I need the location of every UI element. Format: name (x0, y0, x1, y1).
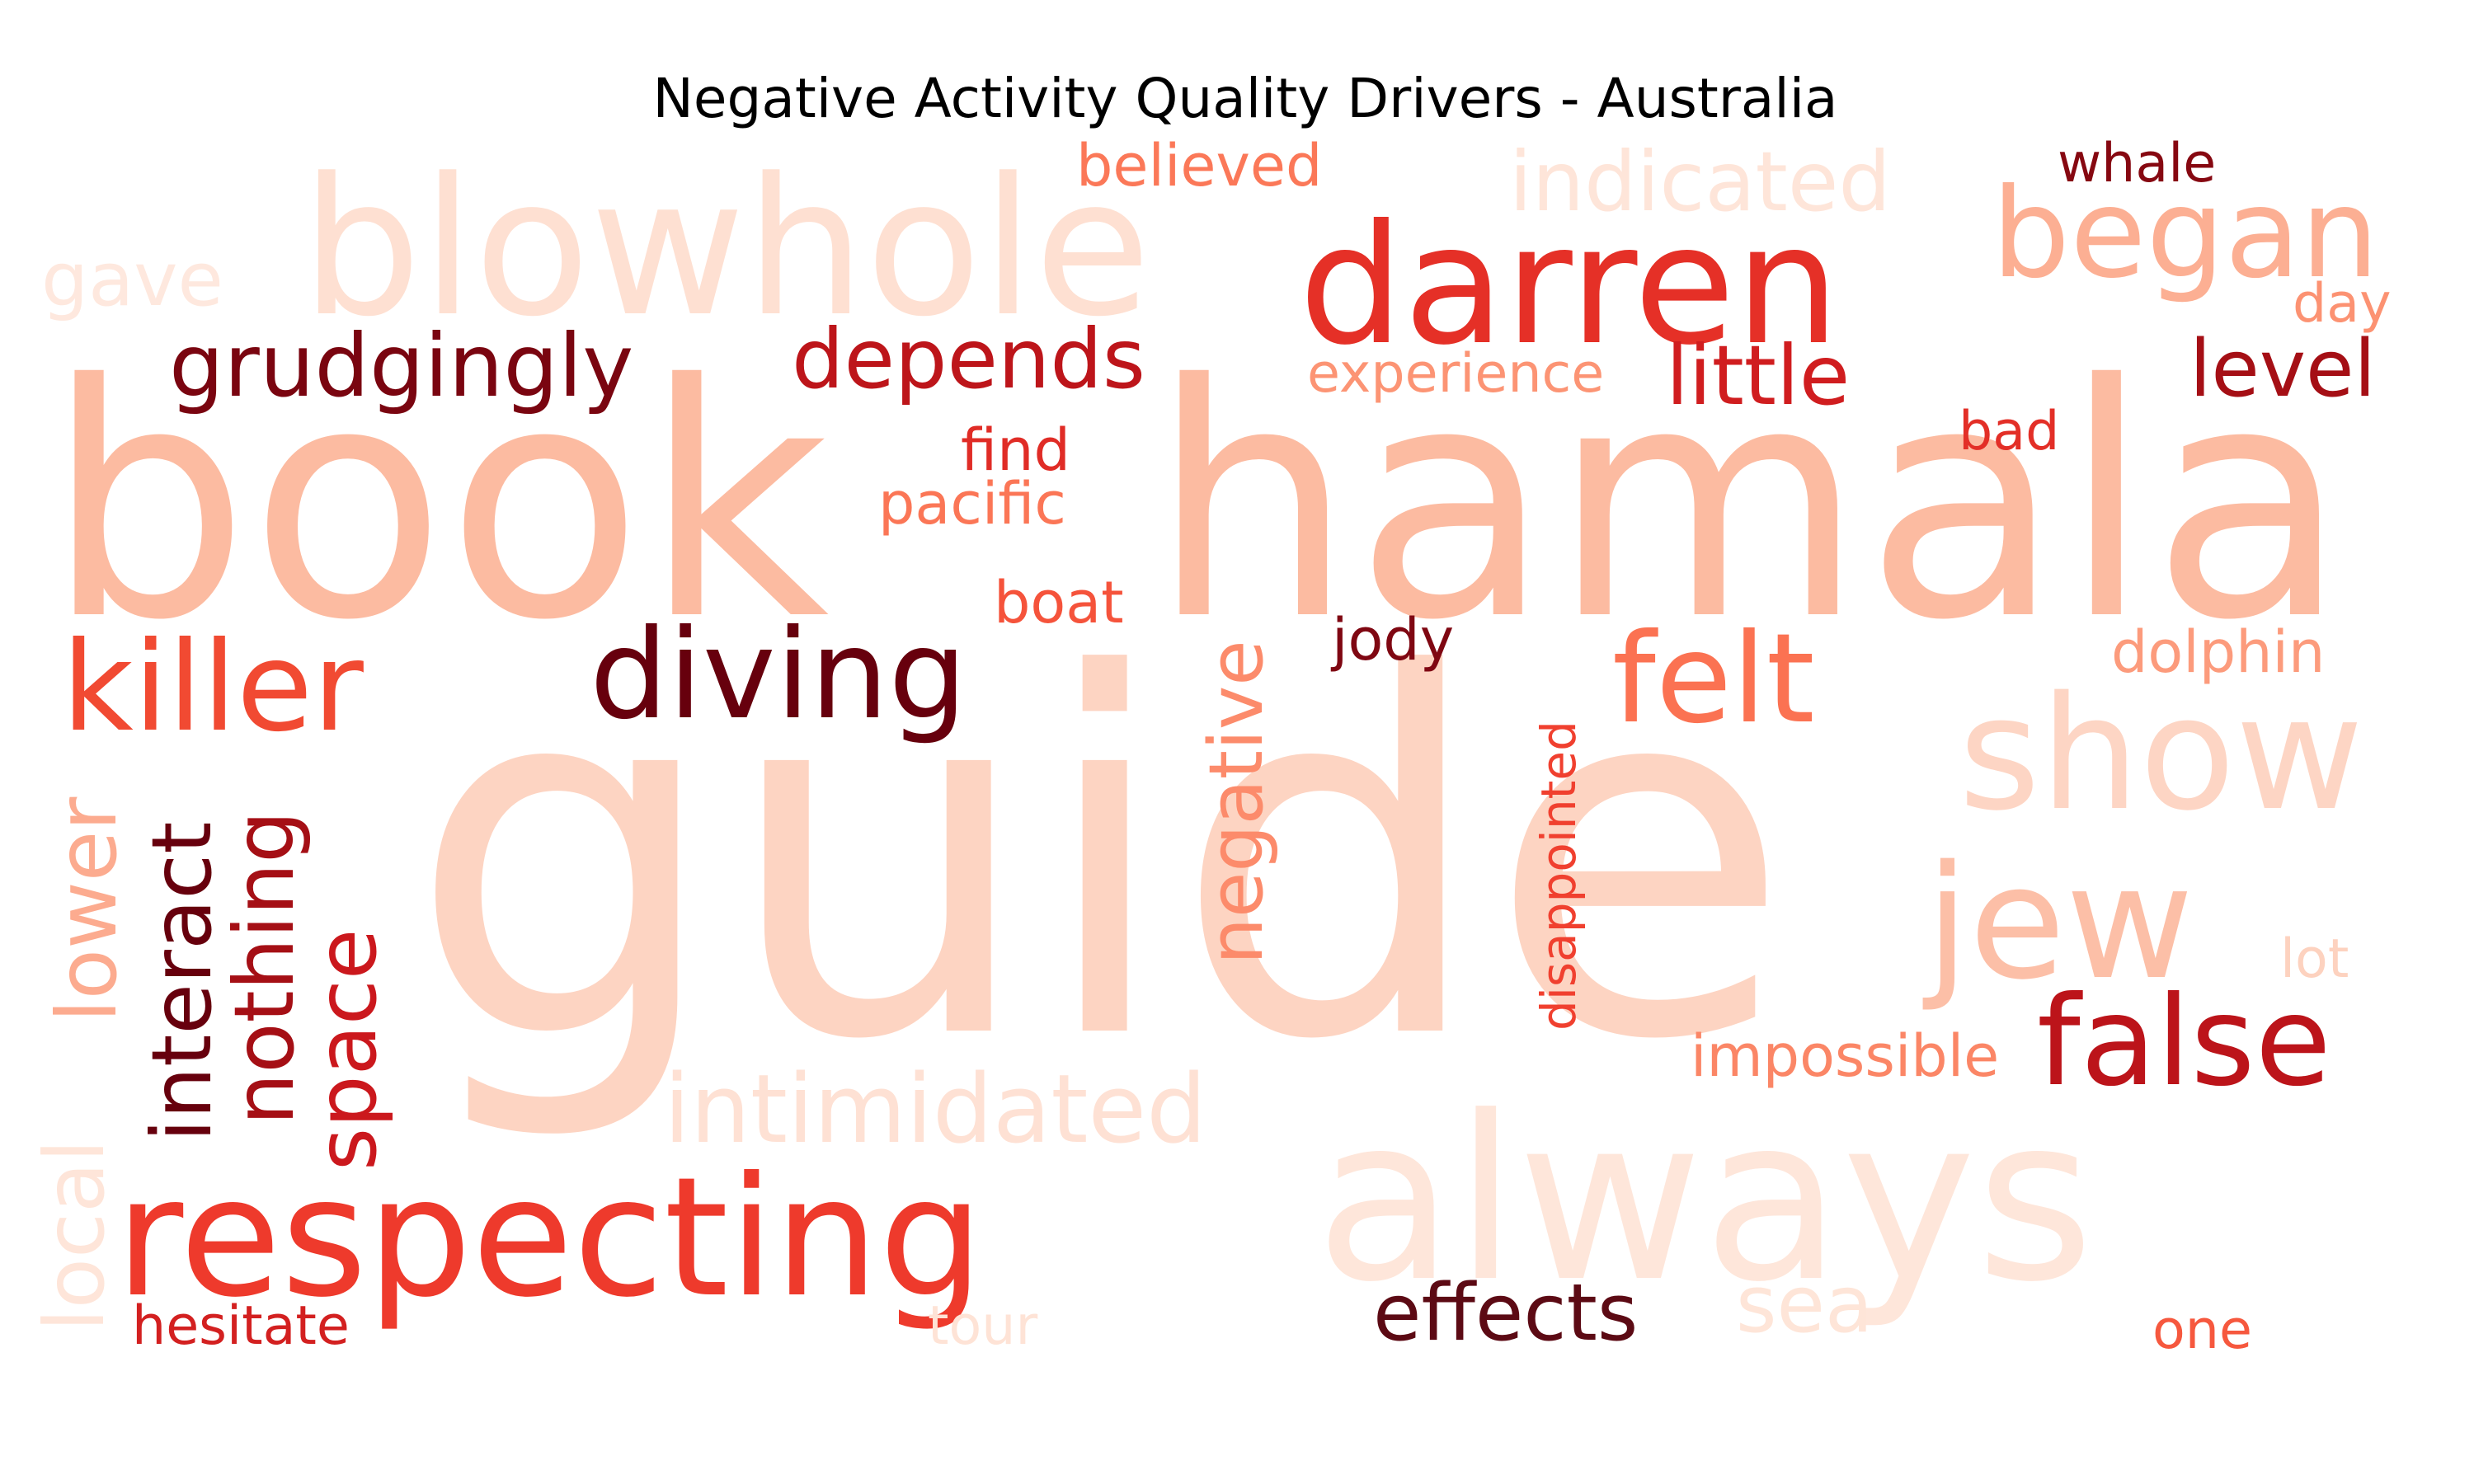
word-level: level (2189, 324, 2376, 415)
word-negative: negative (1193, 640, 1280, 965)
word-space: space (299, 929, 395, 1171)
word-disappointed: disappointed (1531, 721, 1587, 1031)
word-show: show (1959, 663, 2363, 845)
word-false: false (2037, 970, 2331, 1114)
word-whale: whale (2058, 133, 2216, 195)
chart-title: Negative Activity Quality Drivers - Aust… (653, 67, 1838, 130)
word-pacific: pacific (878, 470, 1066, 538)
word-bad: bad (1959, 401, 2059, 463)
word-grudgingly: grudgingly (169, 316, 633, 416)
word-hesitate: hesitate (132, 1295, 350, 1357)
word-jew: jew (1922, 832, 2194, 1014)
word-nothing: nothing (216, 810, 313, 1125)
word-believed: believed (1076, 132, 1322, 200)
word-effects: effects (1373, 1268, 1638, 1359)
word-began: began (1992, 162, 2379, 306)
word-book: book (45, 316, 830, 690)
word-sea: sea (1736, 1260, 1873, 1350)
word-tour: tour (928, 1295, 1037, 1357)
word-guide: guide (408, 571, 1792, 1148)
word-one: one (2152, 1299, 2252, 1361)
word-darren: darren (1299, 190, 1840, 382)
word-felt: felt (1612, 608, 1815, 751)
word-depends: depends (792, 311, 1145, 407)
word-experience: experience (1307, 343, 1604, 405)
word-little: little (1666, 327, 1850, 424)
word-indicated: indicated (1509, 134, 1891, 230)
word-blowhole: blowhole (301, 139, 1151, 359)
word-find: find (961, 416, 1070, 484)
word-boat: boat (994, 569, 1124, 636)
word-intimidated: intimidated (664, 1054, 1206, 1165)
word-gave: gave (41, 237, 223, 323)
word-impossible: impossible (1691, 1022, 1999, 1090)
word-day: day (2293, 273, 2392, 335)
word-dolphin: dolphin (2111, 618, 2325, 686)
word-lower: lower (39, 796, 135, 1022)
word-killer: killer (62, 616, 364, 759)
word-jody: jody (1330, 606, 1454, 674)
word-always: always (1315, 1068, 2094, 1331)
word-hamala: hamala (1150, 316, 2348, 690)
word-lot: lot (2280, 928, 2349, 990)
word-diving: diving (590, 603, 967, 747)
word-respecting: respecting (115, 1142, 984, 1334)
word-local: local (26, 1139, 123, 1331)
word-interact: interact (134, 822, 230, 1142)
